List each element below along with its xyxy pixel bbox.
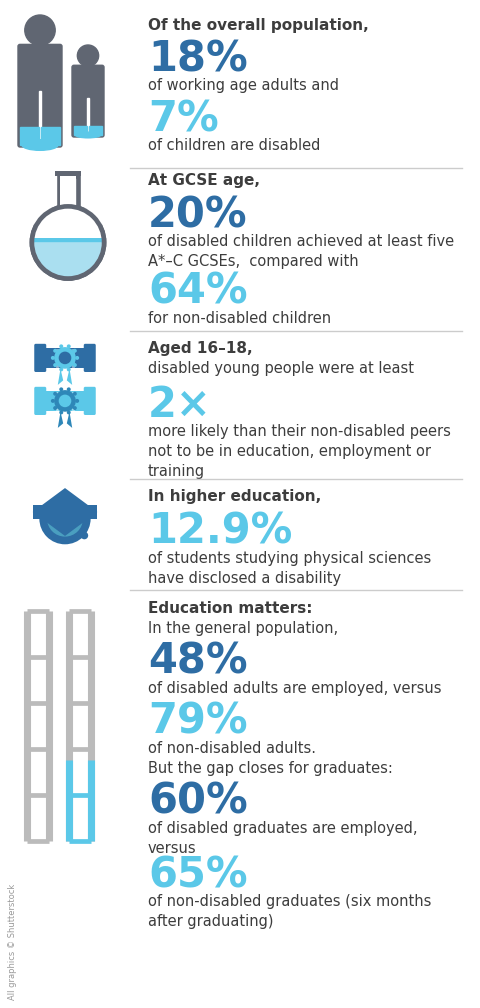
FancyBboxPatch shape (87, 98, 89, 135)
Ellipse shape (22, 140, 58, 150)
Text: Of the overall population,: Of the overall population, (148, 18, 369, 33)
Circle shape (53, 349, 57, 353)
Text: 12.9%: 12.9% (148, 510, 292, 552)
Text: But the gap closes for graduates:: But the gap closes for graduates: (148, 761, 393, 776)
Circle shape (51, 356, 55, 360)
Text: 18%: 18% (148, 38, 248, 80)
Circle shape (59, 368, 63, 371)
FancyBboxPatch shape (18, 44, 62, 147)
Circle shape (73, 363, 77, 367)
FancyBboxPatch shape (84, 387, 96, 415)
Wedge shape (39, 519, 91, 544)
FancyBboxPatch shape (20, 127, 39, 145)
Circle shape (53, 406, 57, 410)
FancyBboxPatch shape (60, 176, 76, 212)
FancyBboxPatch shape (39, 91, 41, 145)
Polygon shape (67, 411, 72, 428)
Circle shape (54, 390, 76, 411)
Text: of non-disabled graduates (six months
after graduating): of non-disabled graduates (six months af… (148, 894, 432, 928)
Polygon shape (67, 369, 72, 385)
Wedge shape (55, 519, 75, 529)
FancyBboxPatch shape (39, 348, 91, 368)
Text: 64%: 64% (148, 271, 248, 313)
Circle shape (67, 410, 71, 414)
Wedge shape (34, 243, 102, 277)
Circle shape (73, 349, 77, 353)
Text: 65%: 65% (148, 854, 248, 896)
FancyBboxPatch shape (41, 127, 60, 145)
Text: Education matters:: Education matters: (148, 601, 312, 616)
FancyBboxPatch shape (72, 66, 104, 137)
FancyBboxPatch shape (34, 208, 102, 238)
Text: At GCSE age,: At GCSE age, (148, 173, 260, 188)
FancyBboxPatch shape (33, 505, 97, 519)
FancyBboxPatch shape (34, 387, 46, 415)
Circle shape (59, 410, 63, 414)
FancyBboxPatch shape (74, 126, 87, 135)
Circle shape (59, 394, 72, 407)
Wedge shape (47, 519, 83, 536)
Text: 2×: 2× (148, 384, 212, 426)
Text: more likely than their non-disabled peers
not to be in education, employment or
: more likely than their non-disabled peer… (148, 424, 451, 479)
Text: 20%: 20% (148, 194, 248, 236)
Circle shape (53, 392, 57, 396)
Circle shape (54, 347, 76, 369)
Circle shape (59, 345, 63, 349)
Circle shape (73, 392, 77, 396)
Wedge shape (34, 208, 102, 243)
Text: All graphics © Shutterstock: All graphics © Shutterstock (8, 884, 17, 1000)
Circle shape (73, 406, 77, 410)
Circle shape (25, 15, 55, 45)
FancyBboxPatch shape (55, 171, 81, 176)
FancyBboxPatch shape (39, 391, 91, 411)
Circle shape (75, 356, 79, 360)
Text: for non-disabled children: for non-disabled children (148, 311, 331, 326)
Text: of disabled adults are employed, versus: of disabled adults are employed, versus (148, 681, 442, 696)
Circle shape (51, 399, 55, 403)
Circle shape (77, 45, 99, 67)
Text: disabled young people were at least: disabled young people were at least (148, 361, 414, 376)
Text: Aged 16–18,: Aged 16–18, (148, 341, 252, 356)
Ellipse shape (75, 132, 101, 138)
Circle shape (67, 368, 71, 371)
Circle shape (53, 363, 57, 367)
Text: 48%: 48% (148, 641, 248, 683)
FancyBboxPatch shape (34, 344, 46, 372)
Text: of working age adults and: of working age adults and (148, 78, 339, 93)
Polygon shape (58, 411, 63, 428)
Text: In higher education,: In higher education, (148, 489, 321, 504)
Circle shape (81, 531, 88, 539)
Text: 79%: 79% (148, 701, 248, 743)
Polygon shape (33, 488, 97, 536)
Circle shape (67, 345, 71, 349)
Text: of children are disabled: of children are disabled (148, 138, 320, 153)
Circle shape (59, 387, 63, 391)
Text: In the general population,: In the general population, (148, 621, 338, 636)
Text: of disabled graduates are employed,
versus: of disabled graduates are employed, vers… (148, 821, 418, 856)
Text: of non-disabled adults.: of non-disabled adults. (148, 741, 316, 756)
Text: 60%: 60% (148, 781, 248, 823)
Text: 7%: 7% (148, 98, 219, 140)
FancyBboxPatch shape (89, 126, 102, 135)
Text: of students studying physical sciences
have disclosed a disability: of students studying physical sciences h… (148, 551, 431, 586)
FancyBboxPatch shape (84, 344, 96, 372)
Circle shape (75, 399, 79, 403)
Text: of disabled children achieved at least five
A*–C GCSEs,  compared with: of disabled children achieved at least f… (148, 234, 454, 269)
Circle shape (67, 387, 71, 391)
Circle shape (59, 352, 72, 364)
Polygon shape (58, 369, 63, 385)
